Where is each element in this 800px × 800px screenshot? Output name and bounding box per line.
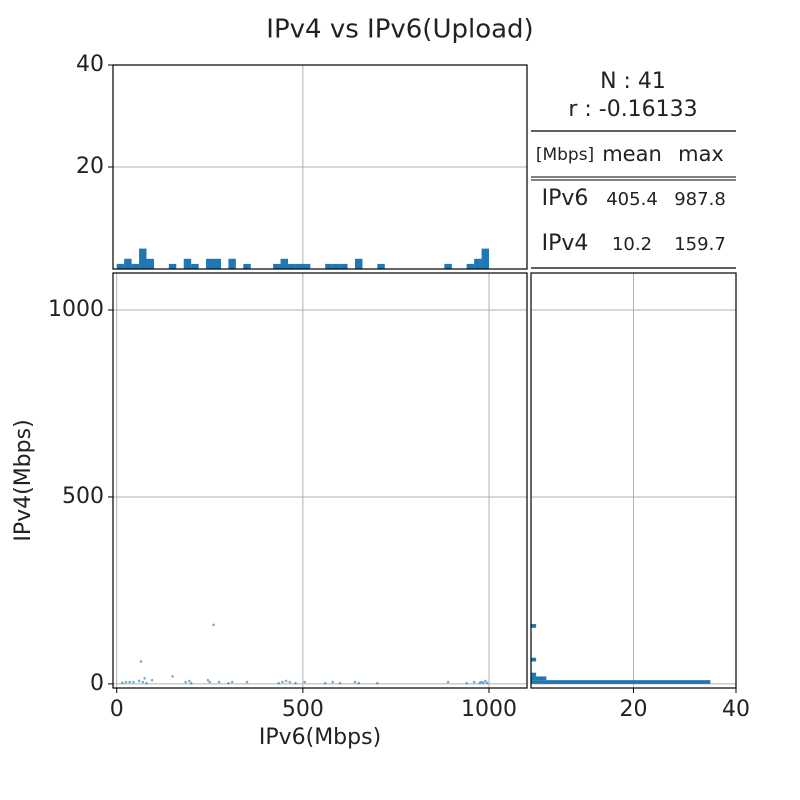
point	[124, 680, 128, 684]
hist-bar	[481, 248, 490, 269]
point	[303, 680, 307, 684]
point	[288, 680, 292, 684]
hist-bar	[531, 680, 711, 684]
hist-bar	[116, 263, 125, 269]
hist-bar	[183, 258, 192, 269]
hist-bar	[287, 263, 296, 269]
point	[465, 681, 468, 685]
point	[208, 680, 212, 684]
table-header: mean	[602, 142, 662, 166]
x-axis-label: IPv6(Mbps)	[259, 725, 381, 750]
y-tick-label: 1000	[48, 297, 104, 322]
plot-frame	[112, 64, 528, 270]
point	[480, 680, 483, 684]
table-cell: IPv4	[542, 231, 589, 256]
point	[376, 681, 379, 685]
hist-bar	[139, 248, 147, 269]
y-tick-label: 20	[76, 154, 104, 179]
y-axis-label: IPv4(Mbps)	[11, 419, 36, 541]
point	[137, 679, 141, 683]
hist-bar	[273, 263, 281, 269]
point	[484, 679, 487, 683]
x-tick-label: 1000	[461, 697, 517, 722]
hist-bar	[280, 258, 288, 269]
point	[245, 680, 249, 684]
point	[323, 681, 327, 685]
hist-bar	[168, 263, 177, 269]
point	[184, 680, 187, 684]
point	[189, 681, 193, 685]
hist-bar	[302, 263, 311, 269]
point	[121, 681, 124, 685]
hist-bar	[531, 657, 537, 662]
hist-bar	[531, 676, 547, 681]
point	[171, 675, 174, 678]
point	[206, 678, 210, 682]
hist-bar	[191, 263, 199, 269]
table-cell: 405.4	[606, 189, 658, 210]
x-tick-label: 0	[110, 697, 124, 722]
hist-bar	[474, 258, 482, 269]
point	[357, 681, 361, 685]
point	[150, 678, 154, 682]
point	[227, 681, 230, 685]
y-tick-label: 500	[62, 484, 104, 509]
hist-bar	[295, 263, 303, 269]
stat-n: N : 41	[600, 69, 666, 94]
hist-bar	[213, 258, 221, 269]
table-header: [Mbps]	[536, 145, 594, 165]
table-cell: 987.8	[674, 189, 726, 210]
point	[132, 680, 135, 684]
hist-bar	[354, 258, 363, 269]
plot-frame	[530, 272, 737, 689]
point	[472, 680, 476, 684]
hist-bar	[332, 263, 341, 269]
hist-bar	[531, 672, 537, 677]
hist-bar	[377, 263, 385, 269]
point	[331, 680, 334, 684]
hist-bar	[228, 258, 236, 269]
point	[188, 679, 191, 683]
x-tick-label: 20	[620, 697, 648, 722]
plot-frame	[112, 272, 528, 689]
table-cell: 159.7	[674, 234, 726, 255]
table-cell: 10.2	[612, 234, 652, 255]
point	[281, 680, 284, 684]
point	[143, 676, 146, 680]
hist-bar	[466, 263, 475, 269]
y-tick-label: 0	[90, 671, 104, 696]
hist-bar	[146, 258, 154, 269]
hist-bar	[531, 624, 537, 628]
point	[230, 680, 234, 684]
stat-r: r : -0.16133	[568, 97, 697, 122]
hist-bar	[124, 258, 132, 269]
table-cell: IPv6	[542, 186, 589, 211]
point	[212, 623, 215, 627]
point	[141, 680, 145, 684]
y-tick-label: 40	[76, 52, 104, 77]
point	[294, 681, 297, 685]
point	[145, 681, 148, 685]
hist-bar	[243, 263, 251, 269]
point	[277, 681, 280, 685]
x-tick-label: 500	[282, 697, 324, 722]
point	[139, 660, 143, 663]
table-header: max	[678, 142, 724, 166]
point	[217, 680, 221, 684]
point	[446, 680, 450, 684]
hist-bar	[131, 263, 140, 269]
point	[128, 680, 132, 684]
x-tick-label: 40	[722, 697, 750, 722]
hist-bar	[340, 263, 348, 269]
hist-bar	[444, 263, 452, 269]
point	[284, 679, 288, 683]
hist-bar	[325, 263, 333, 269]
hist-bar	[206, 258, 214, 269]
point	[485, 681, 489, 685]
figure-title: IPv4 vs IPv6(Upload)	[266, 15, 533, 45]
point	[338, 681, 342, 685]
point	[353, 680, 357, 684]
